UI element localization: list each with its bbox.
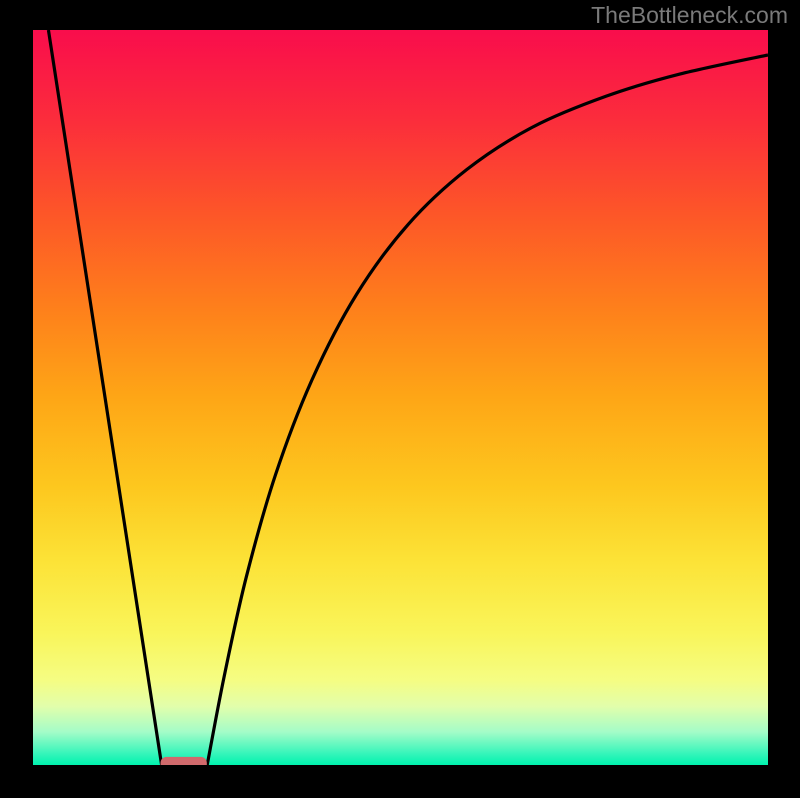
watermark-text: TheBottleneck.com	[591, 2, 788, 29]
chart-container: TheBottleneck.com	[0, 0, 800, 800]
bottleneck-chart	[0, 0, 800, 800]
